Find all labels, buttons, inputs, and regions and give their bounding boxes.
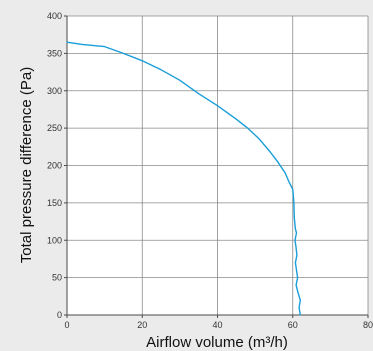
y-axis-title: Total pressure difference (Pa) xyxy=(18,67,35,264)
grid xyxy=(67,15,369,315)
y-tick-label: 200 xyxy=(47,161,62,171)
series-layer xyxy=(66,41,301,316)
x-tick-label: 20 xyxy=(137,320,147,330)
y-tick-label: 300 xyxy=(47,86,62,96)
x-axis-title: Airflow volume (m³/h) xyxy=(146,334,288,351)
y-tick-label: 0 xyxy=(57,310,62,320)
x-tick-label: 60 xyxy=(288,320,298,330)
x-tick-label: 40 xyxy=(212,320,222,330)
y-tick-label: 100 xyxy=(47,235,62,245)
tick-labels: 0 50 100 150 200 250 300 350 400 0 20 40 60 80 xyxy=(47,11,373,330)
x-tick-label: 0 xyxy=(64,320,69,330)
y-tick-label: 250 xyxy=(47,123,62,133)
y-tick-label: 350 xyxy=(47,48,62,58)
x-tick-label: 80 xyxy=(363,320,373,330)
series-line xyxy=(66,41,301,316)
y-tick-label: 50 xyxy=(52,273,62,283)
y-tick-label: 150 xyxy=(47,198,62,208)
y-tick-label: 400 xyxy=(47,11,62,21)
